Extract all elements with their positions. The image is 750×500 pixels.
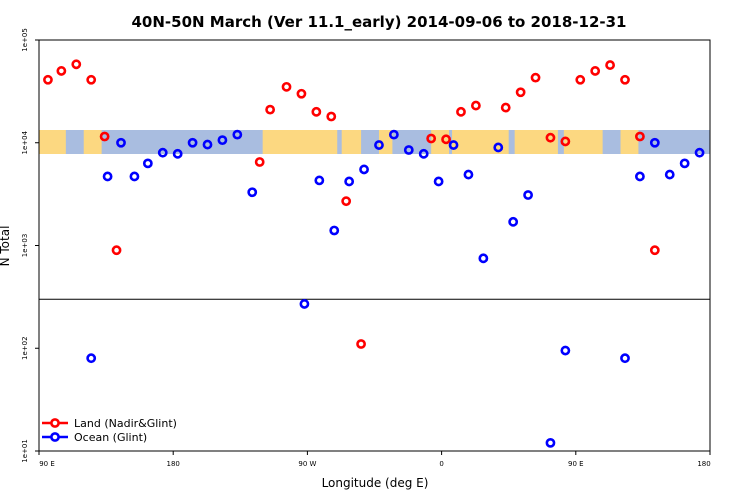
- ocean-point: [102, 171, 113, 182]
- y-axis: 1e+01 1e+02 1e+03 1e+04 1e+05: [21, 28, 39, 463]
- y-axis-label: N Total: [0, 226, 12, 267]
- legend-item-ocean: Ocean (Glint): [42, 431, 147, 444]
- y-tick-label: 1e+05: [21, 28, 29, 52]
- ocean-point: [508, 216, 519, 227]
- ocean-point: [299, 299, 310, 309]
- x-tick-label: 180: [697, 460, 710, 468]
- ocean-point: [187, 137, 198, 148]
- ocean-point: [202, 139, 213, 150]
- ocean-point: [217, 135, 228, 146]
- map-land: [341, 130, 362, 154]
- ocean-point: [129, 171, 140, 182]
- ocean-point: [523, 190, 533, 200]
- map-ocean: [39, 130, 710, 154]
- legend-marker: [50, 432, 60, 442]
- land-point: [515, 87, 526, 98]
- land-point: [635, 131, 645, 142]
- ocean-point: [635, 171, 645, 182]
- y-tick-label: 1e+04: [21, 130, 29, 154]
- land-point: [281, 81, 292, 92]
- ocean-point: [374, 140, 384, 150]
- ocean-point: [448, 140, 459, 150]
- ocean-point: [232, 129, 243, 140]
- land-point: [356, 339, 366, 349]
- land-point: [530, 72, 541, 83]
- ocean-point: [560, 345, 571, 356]
- x-axis: 90 E 180 90 W 0 90 E 180: [38, 451, 711, 468]
- plot-frame: [38, 39, 711, 452]
- world-map-band: [39, 130, 710, 154]
- land-point: [426, 133, 437, 144]
- x-tick-label: 0: [439, 460, 443, 468]
- ocean-point: [478, 253, 489, 264]
- ocean-point: [314, 175, 325, 186]
- ocean-point: [545, 437, 556, 448]
- map-land: [563, 130, 603, 154]
- data-points: [43, 59, 705, 448]
- land-point: [590, 66, 601, 76]
- map-land: [620, 130, 639, 154]
- land-point: [605, 60, 615, 70]
- land-point: [86, 74, 97, 85]
- land-point: [296, 88, 307, 99]
- land-point: [620, 74, 630, 85]
- legend-marker: [50, 418, 60, 428]
- ocean-point: [388, 129, 399, 140]
- land-point: [500, 102, 511, 113]
- land-point: [545, 132, 556, 143]
- land-point: [254, 157, 265, 167]
- legend-label: Ocean (Glint): [74, 431, 147, 444]
- land-point: [111, 245, 122, 256]
- x-tick-label: 180: [167, 460, 180, 468]
- ocean-point: [679, 158, 690, 169]
- ocean-point: [694, 147, 705, 158]
- land-point: [341, 196, 352, 207]
- ocean-point: [359, 164, 369, 175]
- ocean-point: [172, 148, 183, 159]
- land-point: [560, 136, 571, 147]
- ocean-point: [329, 225, 340, 236]
- ocean-point: [247, 187, 258, 198]
- land-point: [311, 106, 322, 117]
- chart-title: 40N-50N March (Ver 11.1_early) 2014-09-0…: [132, 13, 627, 31]
- land-point: [56, 66, 67, 76]
- land-point: [43, 74, 53, 85]
- land-point: [649, 245, 660, 256]
- x-tick-label: 90 E: [568, 460, 584, 468]
- map-land: [39, 130, 66, 154]
- x-tick-label: 90 E: [39, 460, 55, 468]
- ocean-point: [463, 169, 474, 180]
- ocean-point: [403, 145, 414, 155]
- legend-label: Land (Nadir&Glint): [74, 417, 177, 430]
- ocean-point: [664, 169, 675, 180]
- land-point: [441, 134, 451, 145]
- x-tick-label: 90 W: [298, 460, 316, 468]
- land-point: [265, 104, 276, 115]
- ocean-point: [142, 158, 153, 169]
- land-point: [99, 131, 110, 142]
- y-tick-label: 1e+03: [21, 234, 29, 258]
- x-axis-label: Longitude (deg E): [322, 476, 429, 490]
- ocean-point: [649, 137, 660, 148]
- map-land: [262, 130, 338, 154]
- land-point: [575, 74, 586, 85]
- legend-item-land: Land (Nadir&Glint): [42, 417, 177, 430]
- ocean-point: [157, 147, 168, 158]
- legend: Land (Nadir&Glint)Ocean (Glint): [42, 417, 177, 444]
- map-land: [83, 130, 102, 154]
- land-point: [456, 106, 466, 117]
- land-point: [470, 100, 481, 111]
- ocean-point: [418, 148, 429, 159]
- ocean-point: [344, 176, 355, 187]
- ocean-point: [493, 142, 504, 153]
- ocean-point: [433, 176, 444, 187]
- ocean-point: [116, 137, 126, 148]
- land-point: [71, 59, 82, 70]
- ocean-point: [620, 353, 630, 364]
- y-tick-label: 1e+02: [21, 336, 29, 360]
- y-tick-label: 1e+01: [21, 439, 29, 463]
- land-point: [326, 111, 337, 122]
- ocean-point: [86, 353, 97, 364]
